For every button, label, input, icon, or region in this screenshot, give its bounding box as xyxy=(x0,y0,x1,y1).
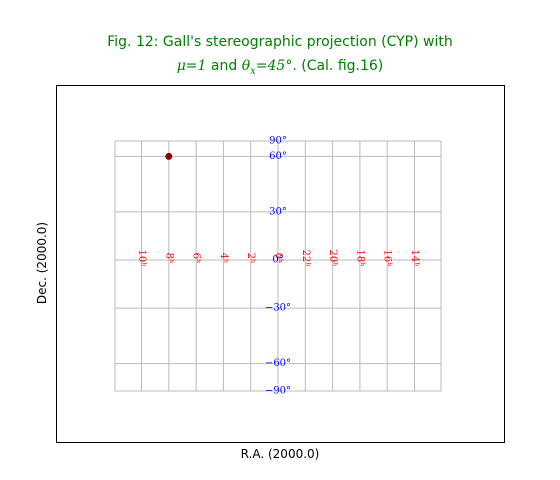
ra-tick-label-20h: 20ʰ xyxy=(327,249,338,266)
title-mu-expression: μ=1 xyxy=(176,58,207,74)
ra-tick-label-14h: 14ʰ xyxy=(409,249,420,266)
ra-tick-label-10h: 10ʰ xyxy=(136,249,147,266)
dec-tick-label-90: 90° xyxy=(269,136,287,147)
ra-tick-label-22h: 22ʰ xyxy=(300,249,311,266)
plot-frame xyxy=(56,85,505,443)
chart-title-line-1: Fig. 12: Gall's stereographic projection… xyxy=(107,34,453,50)
ra-tick-label-2h: 2ʰ xyxy=(245,253,256,264)
ra-tick-label-16h: 16ʰ xyxy=(382,249,393,266)
title-theta-subscript: x xyxy=(250,65,256,77)
x-axis-label: R.A. (2000.0) xyxy=(240,447,320,461)
dec-tick-label-0: 0° xyxy=(272,255,283,266)
title-and-text: and xyxy=(206,58,242,74)
ra-tick-label-4h: 4ʰ xyxy=(218,253,229,264)
dec-tick-label-m90: −90° xyxy=(265,386,291,397)
title-theta-value: =45° xyxy=(255,58,293,74)
title-theta-symbol: θ xyxy=(241,58,251,74)
title-reference-text: . (Cal. fig.16) xyxy=(292,58,384,74)
data-point-0 xyxy=(165,152,173,160)
dec-tick-label-m30: −30° xyxy=(265,303,291,314)
dec-tick-label-30: 30° xyxy=(269,206,287,217)
data-points xyxy=(165,152,173,160)
ra-tick-label-0h: 0ʰ xyxy=(273,253,284,264)
ra-tick-label-18h: 18ʰ xyxy=(354,249,365,266)
ra-tick-label-8h: 8ʰ xyxy=(163,253,174,264)
graticule-labels: 10ʰ 8ʰ 6ʰ 4ʰ 2ʰ 0ʰ 22ʰ 20ʰ 18ʰ 16ʰ 14ʰ 90° 60° 30° 0° −… xyxy=(136,136,420,397)
ra-tick-label-6h: 6ʰ xyxy=(191,253,202,264)
y-axis-label: Dec. (2000.0) xyxy=(35,221,49,305)
chart-title-line-2: μ=1 and θx=45°. (Cal. fig.16) xyxy=(0,57,560,81)
dec-tick-label-m60: −60° xyxy=(265,358,291,369)
dec-tick-label-60: 60° xyxy=(269,151,287,162)
